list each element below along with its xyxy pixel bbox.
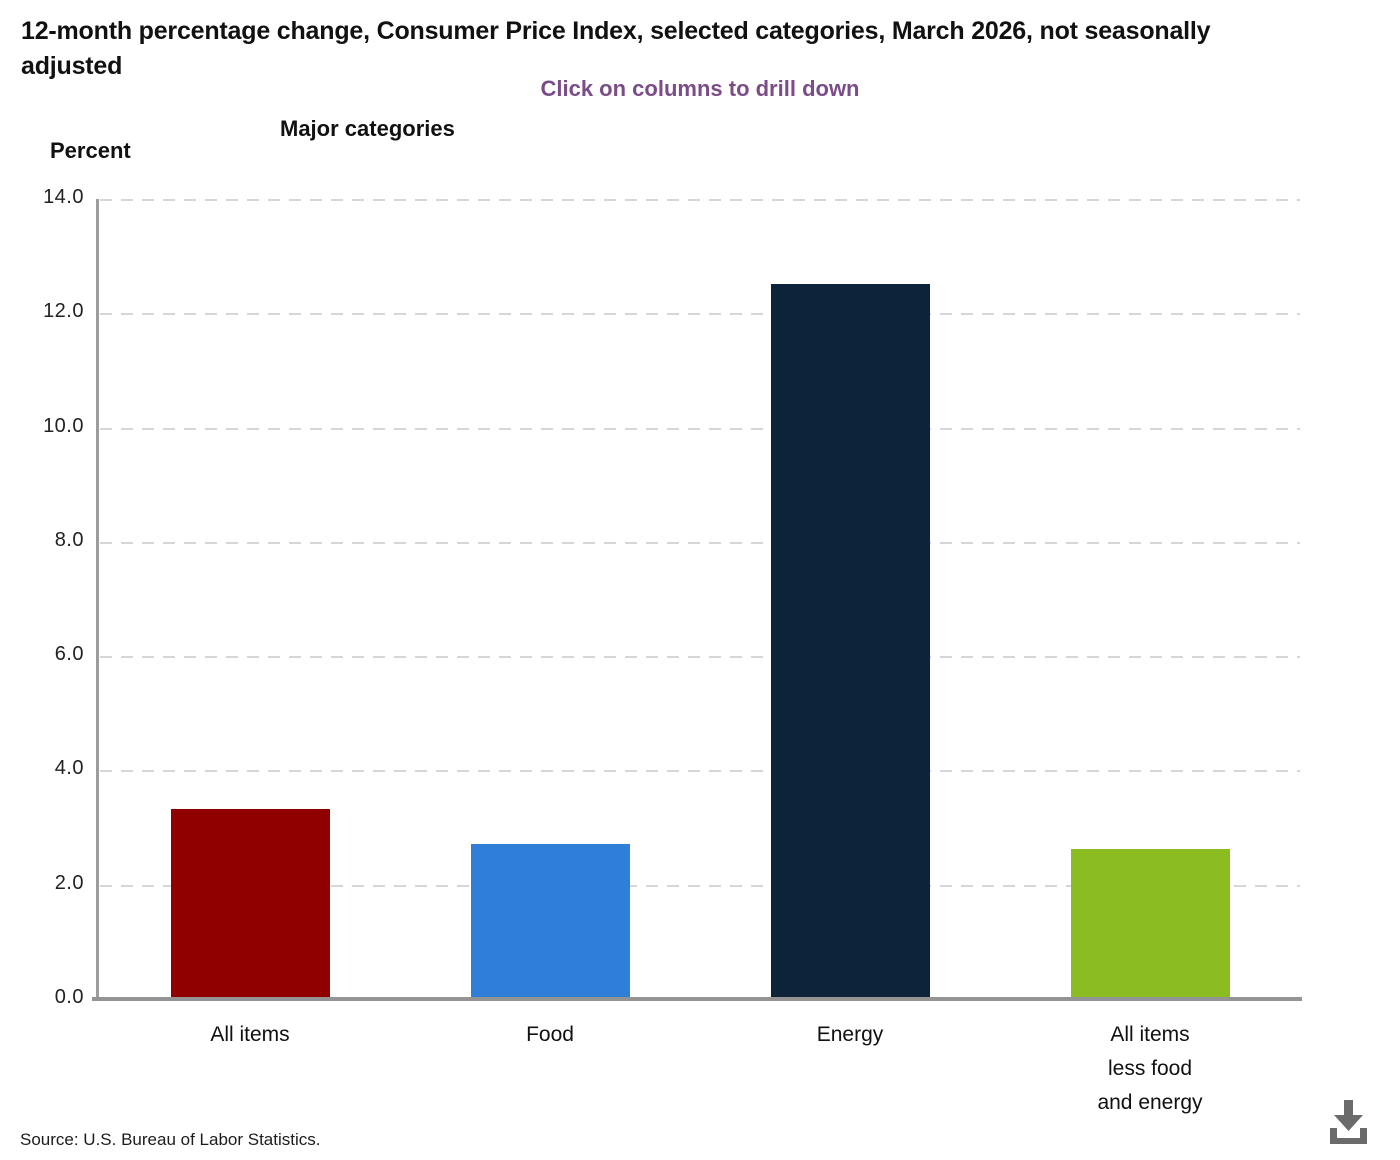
- bar-all-items-less-food-and-energy[interactable]: [1070, 849, 1230, 998]
- x-axis-label-all-items-less-food-and-energy: All items less food and energy: [1097, 1023, 1203, 1115]
- gridline-2.0: [100, 884, 1300, 887]
- y-axis-tick-label: 14.0: [43, 186, 84, 208]
- source-note: Source: U.S. Bureau of Labor Statistics.: [20, 1130, 321, 1149]
- bar-food[interactable]: [470, 843, 630, 998]
- chart-title: 12-month percentage change, Consumer Pri…: [21, 17, 1211, 80]
- x-axis-label-energy: Energy: [816, 1023, 884, 1046]
- download-chart-button[interactable]: [1322, 1098, 1376, 1152]
- download-icon: [1330, 1100, 1367, 1144]
- y-axis-tick-label: 12.0: [43, 300, 84, 323]
- gridline-10.0: [100, 427, 1300, 430]
- bar-all-items[interactable]: [170, 809, 330, 998]
- x-axis-label-food: Food: [526, 1023, 574, 1046]
- chart-subtitle: Click on columns to drill down: [540, 76, 860, 101]
- y-axis-tick-label: 10.0: [43, 414, 84, 437]
- gridline-4.0: [100, 770, 1300, 773]
- y-axis-tick-label: 6.0: [54, 643, 84, 666]
- gridline-12.0: [100, 313, 1300, 316]
- gridline-14.0: [100, 199, 1300, 201]
- bar-energy[interactable]: [770, 283, 930, 998]
- x-axis-label-all-items: All items: [210, 1023, 290, 1046]
- y-axis-title: Percent: [50, 138, 131, 163]
- y-axis-tick-label: 4.0: [54, 757, 84, 780]
- x-axis-baseline: [92, 997, 1302, 1001]
- plot-area: [100, 199, 1300, 999]
- gridline-6.0: [100, 656, 1300, 659]
- y-axis-tick-label: 2.0: [54, 871, 84, 894]
- y-axis-line: [96, 199, 99, 1000]
- y-axis-tick-label: 0.0: [54, 986, 84, 1008]
- gridline-8.0: [100, 541, 1300, 544]
- y-axis-tick-label: 8.0: [54, 528, 84, 551]
- x-axis-title: Major categories: [280, 116, 455, 141]
